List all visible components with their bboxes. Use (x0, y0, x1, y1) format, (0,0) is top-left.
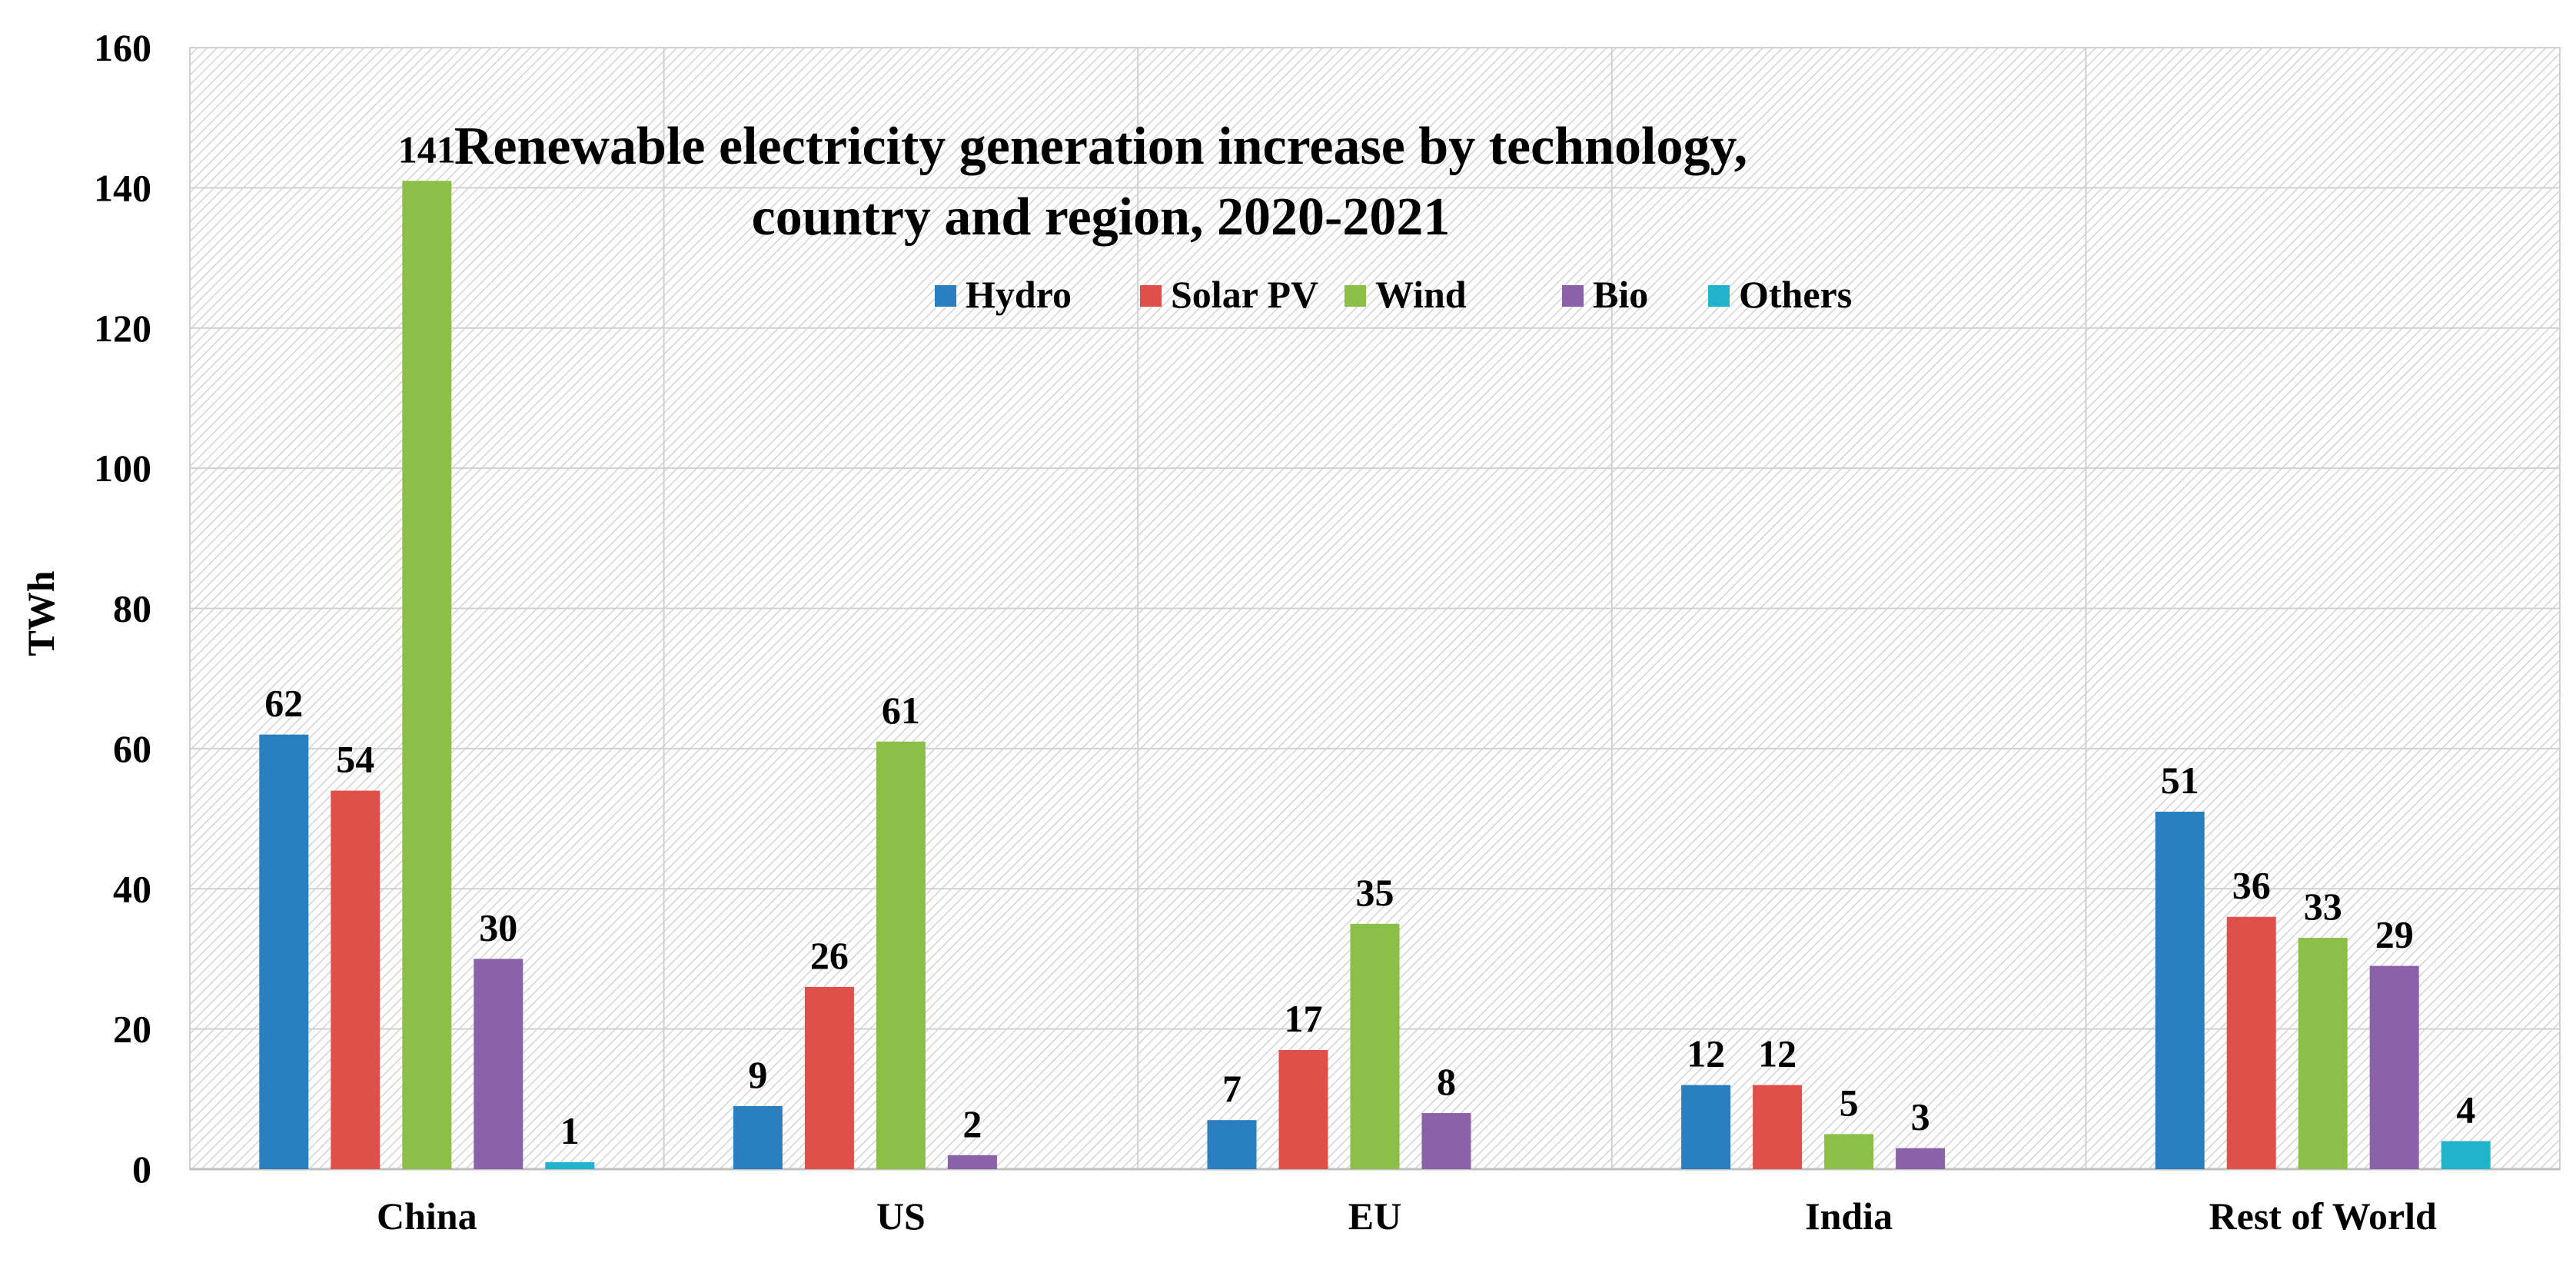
chart-title-line-1: Renewable electricity generation increas… (454, 117, 1747, 176)
data-label: 1 (560, 1109, 580, 1152)
legend-swatch-bio (1562, 285, 1584, 307)
bar-wind (876, 741, 926, 1169)
data-label: 141 (398, 128, 456, 171)
legend-label-hydro: Hydro (966, 273, 1072, 316)
x-tick-label: China (377, 1195, 477, 1238)
x-tick-label: EU (1348, 1195, 1401, 1238)
data-label: 29 (2375, 913, 2414, 956)
bar-wind (1350, 923, 1400, 1169)
legend: Hydro Solar PV Wind Bio Others (935, 273, 1852, 316)
data-label: 8 (1437, 1060, 1456, 1103)
legend-swatch-others (1708, 285, 1730, 307)
bar-others (545, 1161, 595, 1169)
bar-solar-pv (1278, 1049, 1328, 1169)
y-axis-label: TWh (19, 570, 62, 656)
data-label: 30 (479, 905, 517, 949)
bar-bio (474, 959, 524, 1169)
legend-label-solar-pv: Solar PV (1171, 273, 1318, 316)
bar-solar-pv (2226, 916, 2276, 1169)
bar-bio (947, 1155, 997, 1169)
x-tick-label: Rest of World (2209, 1195, 2437, 1238)
x-tick-label: India (1805, 1195, 1893, 1238)
y-tick-label: 120 (94, 307, 151, 350)
legend-swatch-wind (1345, 285, 1366, 307)
data-label: 62 (264, 682, 303, 725)
bar-bio (1421, 1113, 1471, 1169)
bar-hydro (1681, 1085, 1731, 1169)
bar-others (2441, 1141, 2491, 1169)
bar-wind (402, 181, 452, 1170)
y-tick-label: 0 (132, 1148, 151, 1191)
legend-label-others: Others (1739, 273, 1852, 316)
data-label: 9 (748, 1053, 767, 1096)
data-label: 35 (1356, 871, 1394, 914)
bar-wind (1824, 1134, 1874, 1169)
legend-label-wind: Wind (1375, 273, 1467, 316)
data-label: 17 (1285, 997, 1323, 1040)
x-tick-label: US (876, 1195, 926, 1238)
y-tick-label: 20 (113, 1008, 151, 1051)
data-label: 61 (882, 689, 920, 732)
bar-hydro (2155, 811, 2205, 1169)
data-label: 12 (1758, 1032, 1797, 1075)
chart-title-line-2: country and region, 2020-2021 (752, 188, 1451, 247)
y-tick-label: 60 (113, 727, 151, 770)
bar-solar-pv (1753, 1085, 1803, 1169)
bar-hydro (733, 1105, 783, 1169)
data-label: 33 (2304, 885, 2342, 928)
bar-bio (2369, 965, 2419, 1169)
data-label: 2 (962, 1102, 982, 1145)
bar-hydro (259, 734, 309, 1169)
data-label: 5 (1840, 1081, 1859, 1124)
bar-wind (2298, 938, 2348, 1169)
legend-swatch-solar-pv (1140, 285, 1162, 307)
y-tick-label: 80 (113, 587, 151, 630)
y-tick-label: 140 (94, 166, 151, 209)
data-label: 7 (1222, 1067, 1241, 1110)
legend-swatch-hydro (935, 285, 956, 307)
data-label: 36 (2232, 864, 2271, 907)
y-tick-label: 100 (94, 447, 151, 490)
bar-solar-pv (804, 986, 854, 1169)
bar-hydro (1207, 1120, 1257, 1169)
y-tick-label: 160 (94, 26, 151, 69)
bars (259, 181, 2491, 1170)
data-label: 12 (1687, 1032, 1725, 1075)
bar-bio (1896, 1148, 1946, 1169)
data-label: 26 (810, 934, 849, 977)
data-label: 54 (336, 738, 374, 781)
data-label: 3 (1911, 1095, 1930, 1138)
data-labels: 62 9 7 12 51 54 26 17 12 36 141 61 35 5 33 30 2 8 3 29 1 4 (264, 128, 2475, 1152)
y-tick-label: 40 (113, 867, 151, 910)
data-label: 51 (2161, 759, 2199, 802)
data-label: 4 (2456, 1088, 2475, 1131)
bar-solar-pv (331, 790, 381, 1169)
legend-label-bio: Bio (1593, 273, 1648, 316)
